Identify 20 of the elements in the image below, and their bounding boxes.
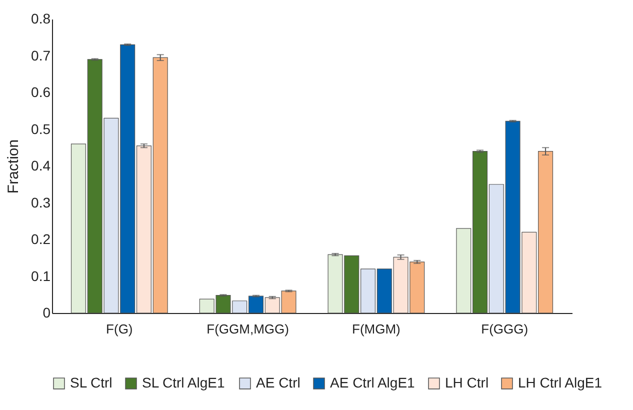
y-tick-label: 0.3	[31, 194, 51, 210]
y-tick-label: 0	[42, 304, 51, 320]
y-tick-label: 0.1	[31, 268, 51, 284]
x-tick-label: F(GGM,MGG)	[206, 322, 289, 336]
y-tick-label: 0.5	[31, 120, 51, 137]
y-tick-label: 0.6	[31, 84, 51, 100]
legend-label: AE Ctrl	[256, 374, 300, 390]
legend-label: AE Ctrl AlgE1	[330, 374, 416, 390]
x-tick-label: F(G)	[106, 322, 133, 336]
legend-label: LH Ctrl AlgE1	[518, 374, 602, 390]
x-tick-label: F(GGG)	[481, 322, 528, 336]
y-tick-label: 0.7	[31, 47, 51, 64]
y-tick-label: 0.8	[31, 10, 51, 26]
legend-label: SL Ctrl	[70, 374, 112, 390]
y-axis-title: Fraction	[5, 139, 22, 194]
legend-label: LH Ctrl	[445, 374, 489, 390]
legend-label: SL Ctrl AlgE1	[142, 374, 225, 390]
y-tick-label: 0.4	[31, 158, 51, 174]
x-tick-label: F(MGM)	[352, 322, 400, 336]
y-tick-label: 0.2	[31, 231, 51, 247]
